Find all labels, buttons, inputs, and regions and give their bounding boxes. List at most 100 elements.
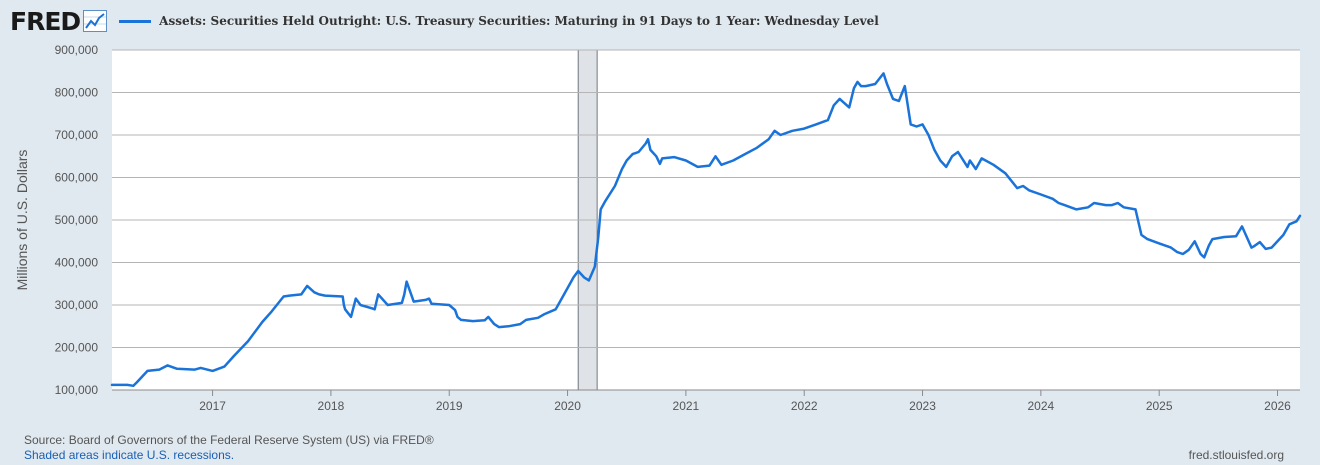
data-point[interactable] [591, 263, 599, 271]
data-point[interactable] [1191, 237, 1199, 245]
data-point[interactable] [871, 80, 879, 88]
data-point[interactable] [155, 366, 163, 374]
data-point[interactable] [484, 313, 492, 321]
data-point[interactable] [901, 82, 909, 90]
data-point[interactable] [954, 148, 962, 156]
data-point[interactable] [1001, 169, 1009, 177]
data-point[interactable] [623, 157, 631, 165]
data-point[interactable] [741, 150, 749, 158]
data-point[interactable] [1296, 212, 1304, 220]
data-point[interactable] [597, 205, 605, 213]
data-point[interactable] [495, 323, 503, 331]
data-point[interactable] [554, 301, 562, 309]
data-point[interactable] [230, 352, 238, 360]
data-point[interactable] [469, 317, 477, 325]
data-point[interactable] [919, 120, 927, 128]
data-point[interactable] [930, 146, 938, 154]
data-point[interactable] [706, 162, 714, 170]
data-point[interactable] [879, 69, 887, 77]
series-line[interactable] [110, 72, 1302, 388]
data-point[interactable] [540, 310, 548, 318]
data-point[interactable] [303, 282, 311, 290]
recession-note[interactable]: Shaded areas indicate U.S. recessions. [24, 448, 235, 462]
data-point[interactable] [658, 154, 666, 162]
data-point[interactable] [682, 157, 690, 165]
data-point[interactable] [133, 378, 141, 386]
data-point[interactable] [936, 157, 944, 165]
data-point[interactable] [601, 197, 609, 205]
data-point[interactable] [836, 95, 844, 103]
data-point[interactable] [1090, 199, 1098, 207]
data-point[interactable] [924, 131, 932, 139]
data-point[interactable] [356, 301, 364, 309]
data-point[interactable] [1268, 244, 1276, 252]
data-point[interactable] [285, 292, 293, 300]
data-point[interactable] [830, 101, 838, 109]
fred-logo[interactable]: FRED [10, 9, 108, 34]
data-point[interactable] [164, 361, 172, 369]
data-point[interactable] [883, 80, 891, 88]
data-point[interactable] [1132, 205, 1140, 213]
data-point[interactable] [812, 120, 820, 128]
data-point[interactable] [569, 273, 577, 281]
data-point[interactable] [594, 233, 602, 241]
data-point[interactable] [347, 313, 355, 321]
data-point[interactable] [173, 365, 181, 373]
data-point[interactable] [1143, 235, 1151, 243]
data-point[interactable] [824, 116, 832, 124]
data-point[interactable] [504, 322, 512, 330]
data-point[interactable] [268, 307, 276, 315]
data-point[interactable] [895, 97, 903, 105]
data-point[interactable] [143, 367, 151, 375]
data-point[interactable] [1155, 239, 1163, 247]
data-point[interactable] [341, 305, 349, 313]
data-point[interactable] [978, 154, 986, 162]
data-point[interactable] [862, 82, 870, 90]
data-point[interactable] [371, 305, 379, 313]
data-point[interactable] [427, 300, 435, 308]
data-point[interactable] [800, 125, 808, 133]
data-point[interactable] [717, 161, 725, 169]
data-point[interactable] [400, 290, 408, 298]
data-point[interactable] [574, 267, 582, 275]
data-point[interactable] [398, 299, 406, 307]
data-point[interactable] [564, 284, 572, 292]
data-point[interactable] [753, 144, 761, 152]
data-point[interactable] [670, 153, 678, 161]
data-point[interactable] [1185, 246, 1193, 254]
data-point[interactable] [244, 337, 252, 345]
data-point[interactable] [635, 148, 643, 156]
data-point[interactable] [197, 364, 205, 372]
data-point[interactable] [788, 127, 796, 135]
data-point[interactable] [403, 278, 411, 286]
data-point[interactable] [1220, 233, 1228, 241]
data-point[interactable] [611, 182, 619, 190]
data-point[interactable] [1232, 232, 1240, 240]
data-point[interactable] [374, 290, 382, 298]
data-point[interactable] [258, 318, 266, 326]
data-point[interactable] [339, 293, 347, 301]
data-point[interactable] [942, 163, 950, 171]
data-point[interactable] [646, 146, 654, 154]
data-point[interactable] [966, 157, 974, 165]
data-point[interactable] [1061, 201, 1069, 209]
data-point[interactable] [729, 157, 737, 165]
data-point[interactable] [1025, 186, 1033, 194]
data-point[interactable] [765, 135, 773, 143]
data-point[interactable] [644, 135, 652, 143]
data-point[interactable] [845, 103, 853, 111]
data-point[interactable] [451, 306, 459, 314]
data-point[interactable] [1208, 235, 1216, 243]
data-point[interactable] [457, 316, 465, 324]
data-point[interactable] [522, 316, 530, 324]
data-point[interactable] [1072, 205, 1080, 213]
data-point[interactable] [297, 290, 305, 298]
data-point[interactable] [777, 131, 785, 139]
data-point[interactable] [585, 276, 593, 284]
data-point[interactable] [990, 161, 998, 169]
data-point[interactable] [618, 165, 626, 173]
data-point[interactable] [1256, 238, 1264, 246]
data-point[interactable] [1285, 220, 1293, 228]
data-point[interactable] [220, 363, 228, 371]
data-point[interactable] [1200, 253, 1208, 261]
